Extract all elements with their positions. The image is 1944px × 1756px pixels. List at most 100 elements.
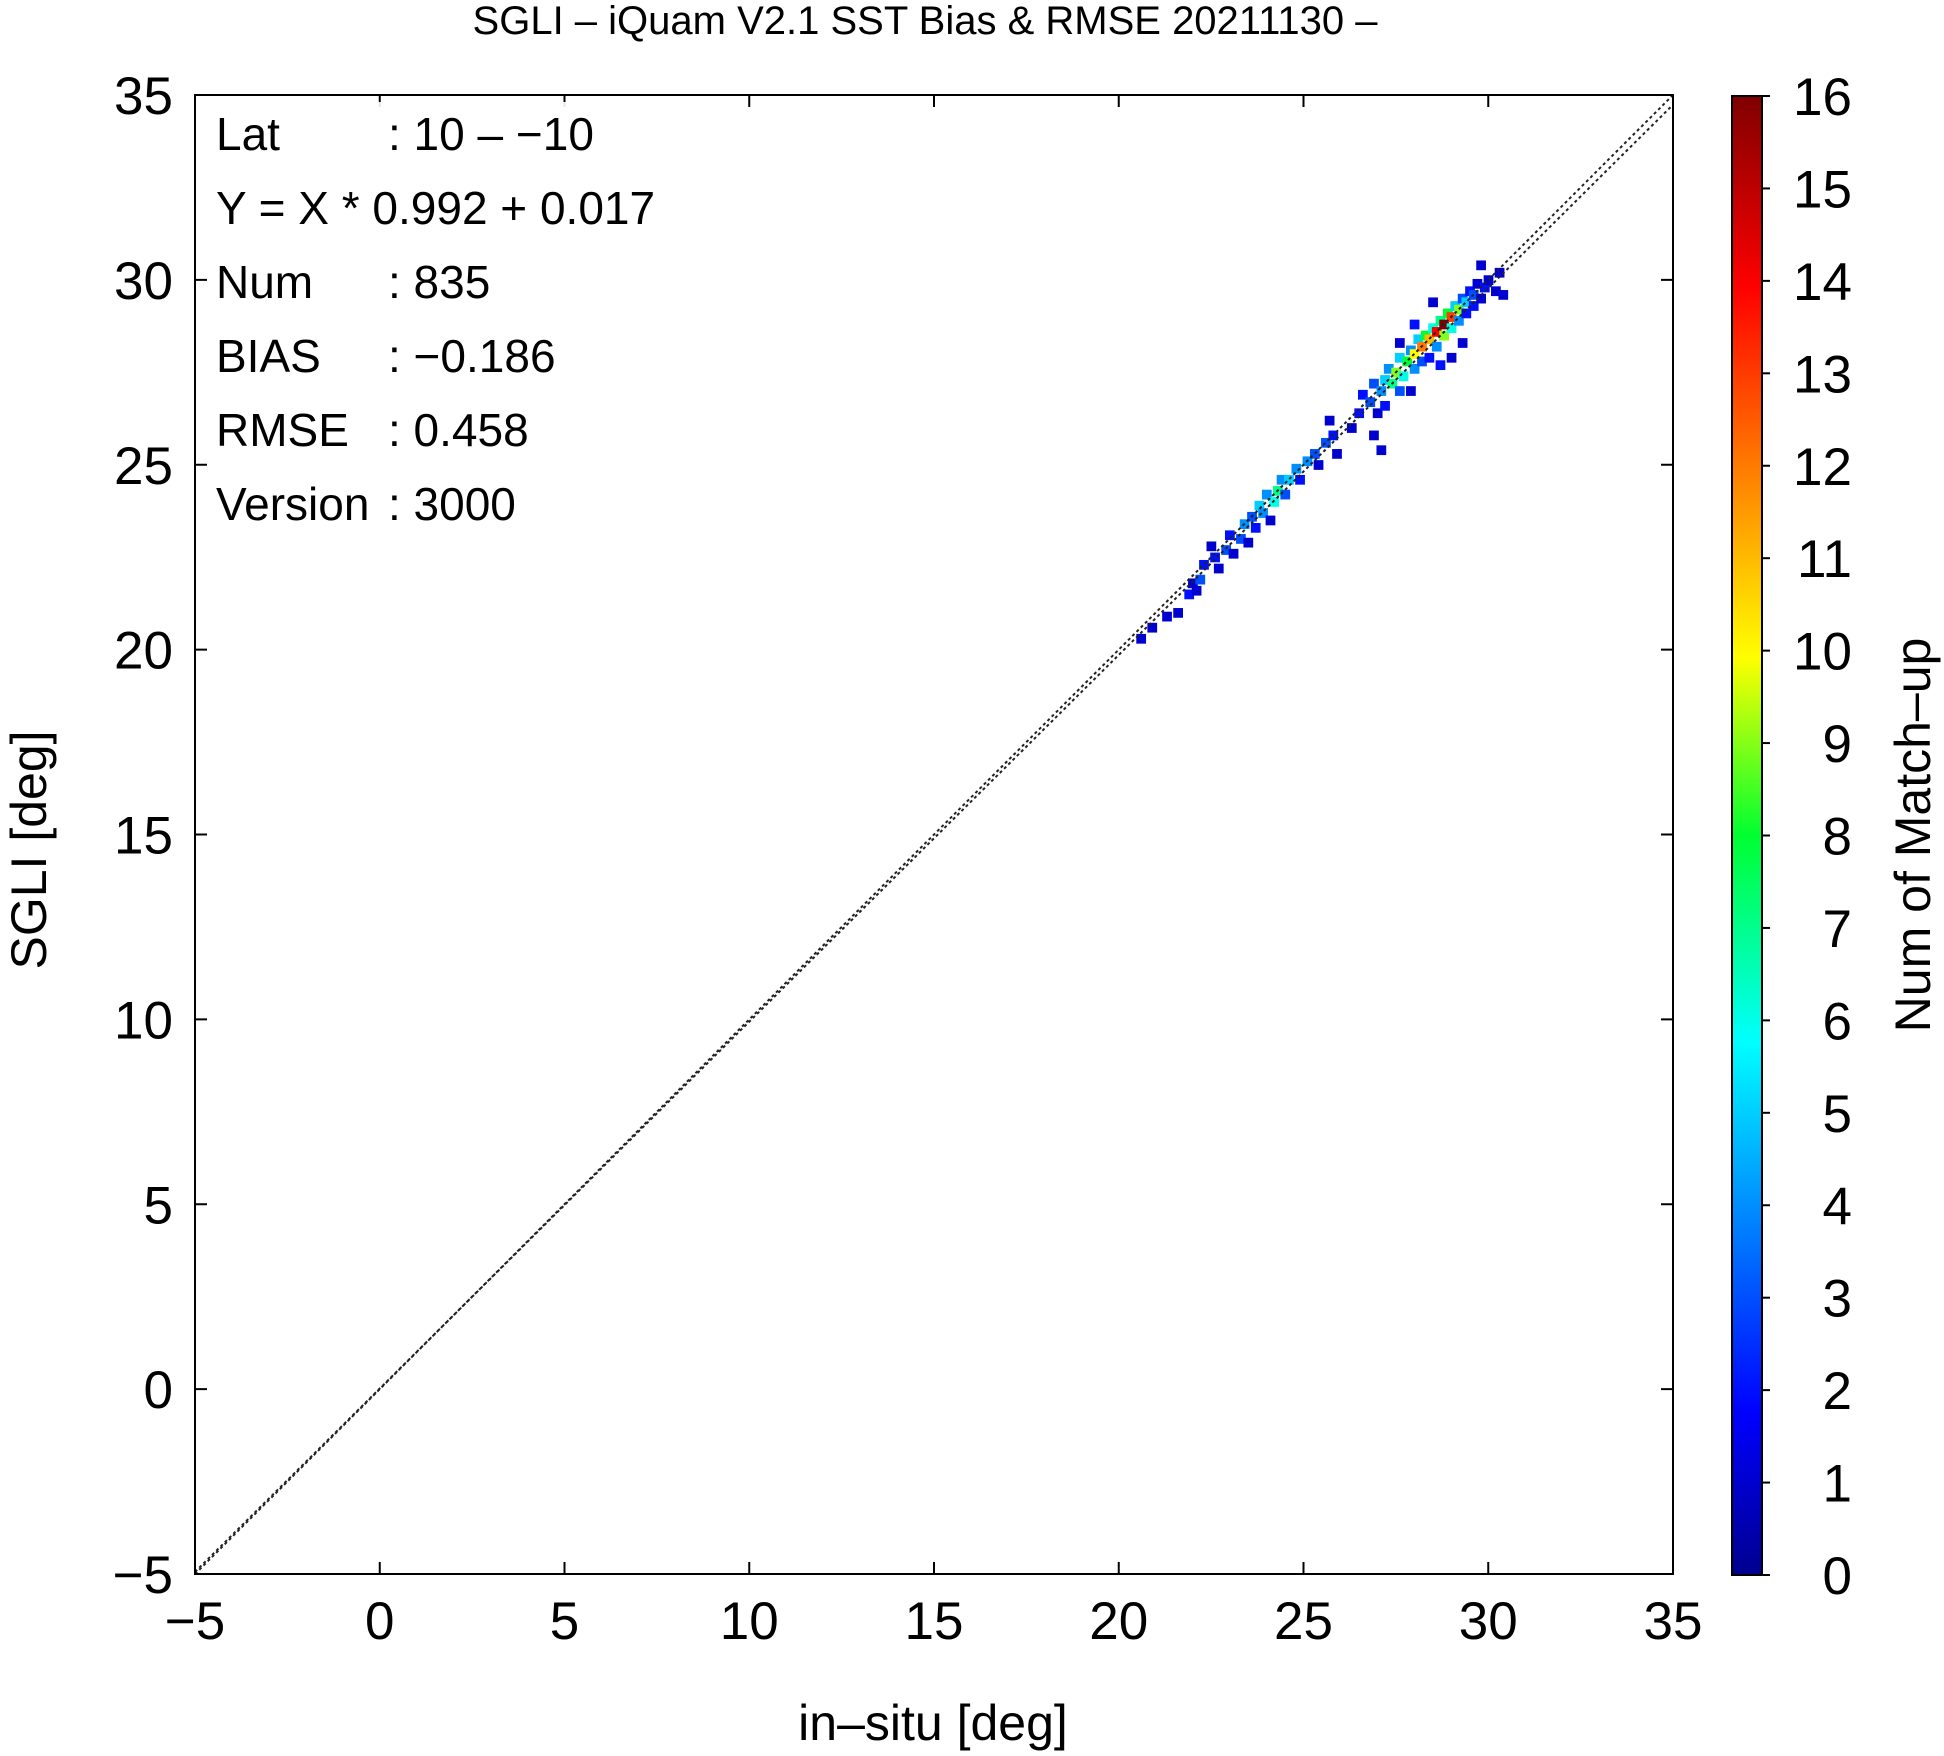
heatmap-cell [1236,534,1246,544]
heatmap-cell [1431,327,1442,337]
stat-value: : 10 – −10 [388,108,594,160]
heatmap-cell [1162,611,1172,622]
x-tick-label: 0 [365,1592,394,1651]
heatmap-cell [1483,275,1494,285]
heatmap-cell [1372,408,1383,419]
stats-box: Lat: 10 – −10 Y = X * 0.992 + 0.017 Num: 8… [212,102,702,530]
y-tick-label: 30 [114,252,173,311]
heatmap-cell [1309,449,1320,459]
heatmap-cell [1321,437,1331,448]
colorbar-tick-label: 7 [1823,900,1852,959]
heatmap-cell [1369,430,1379,441]
heatmap-cell [1406,386,1416,396]
heatmap-cell [1284,474,1294,485]
y-tick-label: 5 [144,1176,173,1235]
x-tick-label: 5 [550,1592,579,1651]
heatmap-cell [1184,589,1195,600]
heatmap-cell [1254,500,1265,511]
heatmap-cell [1457,338,1468,348]
x-tick-label: 20 [1089,1592,1148,1651]
x-tick-label: 30 [1459,1592,1518,1651]
y-tick-label: 15 [114,807,173,866]
colorbar-tick-label: 13 [1793,345,1852,404]
colorbar-tick-label: 14 [1793,253,1852,312]
heatmap-cell [1409,363,1420,374]
heatmap-cell [1295,474,1305,485]
x-tick-label: −5 [165,1592,225,1651]
stat-key: Y = X * 0.992 + 0.017 [216,182,655,234]
heatmap-cell [1491,286,1501,297]
heatmap-cell [1276,474,1287,485]
heatmap-cell [1199,559,1209,570]
heatmap-cell [1206,541,1217,552]
heatmap-cell [1468,301,1479,311]
heatmap-cell [1324,415,1335,426]
heatmap-cell [1280,489,1291,500]
heatmap-cell [1228,548,1239,559]
heatmap-cell [1173,608,1183,618]
heatmap-cell [1313,460,1324,470]
stat-value: : −0.186 [388,330,556,382]
heatmap-cell [1195,574,1206,585]
heatmap-cell [1346,423,1357,433]
heatmap-cell [1409,349,1420,359]
colorbar-tick-label: 10 [1793,623,1852,682]
x-axis-ticks: −5 0 5 10 15 20 25 30 35 [165,95,1703,1651]
heatmap-cell [1380,400,1390,411]
heatmap-cell [1394,338,1405,348]
colorbar-tick-label: 3 [1823,1270,1852,1329]
y-tick-label: 25 [114,437,173,496]
heatmap-cell [1376,445,1387,456]
heatmap-cell [1402,356,1413,367]
heatmap-cell [1476,293,1486,304]
heatmap-cell [1250,522,1261,533]
stat-key: Lat [216,108,280,160]
heatmap-cell [1358,389,1368,400]
heatmap-cell [1461,297,1472,308]
heatmap-cell [1369,378,1379,389]
x-tick-label: 25 [1274,1592,1333,1651]
stat-value: : 835 [388,256,490,308]
heatmap-cell [1479,282,1490,293]
colorbar-tick-label: 11 [1797,530,1852,589]
chart-title: SGLI – iQuam V2.1 SST Bias & RMSE 202111… [473,0,1379,43]
reference-lines [194,94,1674,1575]
reference-line [194,94,1674,1575]
heatmap-cell [1213,563,1224,574]
stat-key: RMSE [216,404,349,456]
colorbar-label: Num of Match–up [1885,638,1941,1033]
heatmap-cell [1376,386,1387,396]
heatmap-cell [1454,304,1464,315]
heatmap-cell [1424,352,1435,363]
heatmap-cell [1417,356,1427,367]
heatmap-cell [1354,408,1365,419]
colorbar-tick-label: 12 [1793,438,1852,497]
heatmap-cell [1221,545,1232,555]
stats-background [212,102,702,232]
heatmap-cell [1332,449,1342,459]
y-tick-label: 0 [144,1361,173,1420]
heatmap-cell [1435,360,1446,371]
heatmap-cell [1210,552,1220,563]
heatmap-cell [1261,489,1272,500]
colorbar-tick-label: 6 [1823,992,1852,1051]
heatmap-cell [1398,371,1409,382]
colorbar-tick-label: 5 [1823,1085,1852,1144]
heatmap-cell [1424,334,1435,345]
heatmap-cell [1446,323,1457,334]
heatmap-cell [1380,375,1390,385]
colorbar-tick-label: 2 [1823,1362,1852,1421]
heatmap-cell [1394,352,1405,363]
heatmap-cell [1428,297,1438,308]
heatmap-cell [1291,463,1302,474]
x-tick-label: 35 [1644,1592,1703,1651]
heatmap-cell [1394,386,1405,396]
heatmap-cell [1476,260,1486,271]
y-tick-label: 20 [114,622,173,681]
heatmap-cell [1472,278,1483,289]
heatmap-cell [1243,537,1254,548]
heatmap-cell [1383,363,1394,374]
colorbar-tick-label: 15 [1793,160,1852,219]
